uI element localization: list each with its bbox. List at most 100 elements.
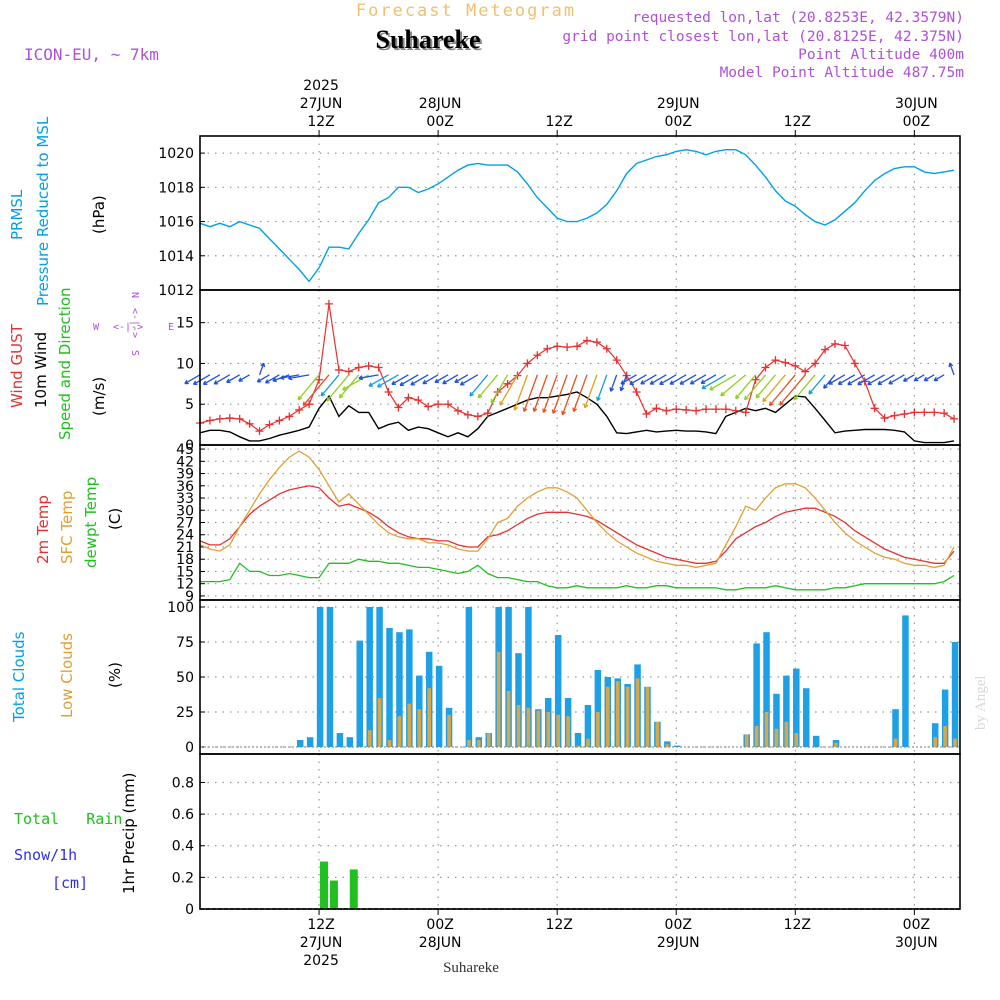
time-label-bottom: 00Z: [426, 917, 453, 933]
wind-direction-arrow: [203, 374, 221, 385]
gust-marker: [731, 406, 740, 415]
total-cloud-bar: [316, 607, 324, 747]
total-cloud-bar: [465, 607, 473, 747]
tsfc-line: [199, 450, 955, 569]
gust-marker: [821, 345, 830, 354]
wind-direction-arrow: [690, 374, 707, 385]
wind-direction-arrow: [533, 374, 548, 412]
wind-arrowhead: [192, 380, 198, 385]
footer-location: Suhareke: [443, 960, 499, 976]
wind-arrowhead: [522, 407, 528, 412]
gust-marker: [503, 379, 512, 388]
total-cloud-bar: [902, 615, 909, 747]
y-tick-label: 0: [185, 438, 194, 454]
wind-labels: Wind GUST 10m Wind Speed and Direction (…: [8, 287, 174, 440]
compass-arrows-h: <-|->: [113, 322, 143, 333]
gust-marker: [205, 416, 214, 425]
compass-w: W: [93, 322, 100, 333]
total-cloud-bar: [346, 737, 354, 747]
wind-direction-arrow: [867, 374, 885, 386]
wind-arrowhead: [342, 386, 347, 391]
gust-marker: [215, 414, 224, 423]
wind-arrowhead: [933, 376, 939, 382]
gust-marker: [295, 405, 304, 414]
gust-marker: [811, 359, 820, 368]
time-label-bottom: 30JUN: [895, 935, 938, 951]
total-cloud-bar: [356, 640, 363, 747]
wind-direction-arrow: [779, 374, 806, 406]
speed-direction-label: Speed and Direction: [56, 287, 74, 440]
wind-arrowhead: [358, 375, 363, 381]
gust-marker: [702, 405, 711, 414]
low-cloud-bar: [516, 705, 521, 747]
model-altitude: Model Point Altitude 487.75m: [720, 65, 965, 81]
wind-direction-arrow: [265, 374, 280, 384]
gust-marker: [830, 339, 839, 348]
wind-direction-arrow: [280, 374, 300, 379]
low-cloud-bar: [794, 733, 799, 747]
y-tick-label: 50: [176, 670, 194, 686]
product-title: Forecast Meteogram: [356, 1, 576, 21]
gust-marker: [910, 408, 919, 417]
wind-direction-arrow: [669, 374, 687, 385]
wind-direction-arrow: [258, 362, 265, 376]
wind-direction-arrow: [561, 374, 578, 416]
wind-arrowhead: [490, 398, 496, 404]
wind-arrowhead: [410, 381, 415, 386]
gust-marker: [930, 408, 939, 417]
total-cloud-bar: [376, 607, 383, 747]
wind-arrowhead: [709, 386, 714, 391]
low-cloud-bar: [625, 686, 630, 747]
wind-direction-arrow: [213, 374, 231, 385]
wind-arrowhead: [779, 401, 784, 406]
gust-marker: [711, 405, 720, 414]
wind-arrowhead: [459, 381, 465, 386]
total-cloud-bar: [892, 709, 899, 747]
wind-direction-arrow: [499, 374, 519, 406]
dewpt-line: [200, 558, 955, 591]
wind-arrowhead: [857, 380, 862, 386]
total-cloud-bar: [812, 735, 820, 747]
wind-arrowhead: [288, 375, 293, 381]
gust-marker: [265, 420, 274, 429]
wind-direction-arrow: [410, 374, 429, 386]
total-cloud-bar: [931, 723, 939, 747]
wind-arrowhead: [338, 393, 344, 399]
wind-arrowhead: [213, 380, 219, 385]
low-cloud-bar: [566, 716, 570, 747]
wind-arrowhead: [302, 401, 308, 407]
wind-direction-arrow: [762, 374, 786, 403]
gust-marker: [801, 367, 810, 376]
total-cloud-bar: [574, 733, 582, 747]
total-cloud-bar: [326, 607, 334, 747]
y-tick-label: 42: [176, 454, 194, 470]
wind-direction-arrow: [808, 374, 826, 395]
c-unit-label: (C): [106, 508, 124, 530]
y-tick-label: 100: [167, 600, 194, 616]
wind-direction-arrow: [769, 374, 796, 406]
wind-arrowhead: [256, 378, 262, 383]
total-cloud-bar: [753, 643, 760, 747]
total-cloud-bar: [793, 668, 800, 747]
panel-frame: [199, 753, 961, 910]
rain-bar: [349, 869, 358, 909]
y-tick-label: 39: [176, 467, 194, 483]
gust-marker: [473, 412, 482, 421]
time-label-bottom: 2025: [303, 953, 339, 969]
dewpt-label: dewpt Temp: [82, 477, 100, 568]
wind-arrowhead: [867, 380, 872, 386]
wind-direction-arrow: [828, 374, 846, 385]
wind-direction-arrow: [913, 374, 925, 382]
snow-label: Snow/1h: [14, 846, 77, 864]
low-cloud-bar: [893, 738, 898, 747]
wind-direction-arrow: [377, 374, 399, 388]
y-tick-label: 1014: [158, 249, 194, 265]
temperature-labels: 2m Temp SFC Temp dewpt Temp (C): [34, 477, 124, 568]
gust-marker: [692, 406, 701, 415]
pressure-labels: PRMSL Pressure Reduced to MSL (hPa): [8, 116, 108, 306]
y-tick-label: 0.6: [172, 807, 194, 823]
pressure-line: [199, 148, 955, 283]
location-title: Suhareke: [378, 27, 483, 56]
gust-marker: [444, 400, 453, 409]
wind-direction-arrow: [610, 374, 618, 392]
